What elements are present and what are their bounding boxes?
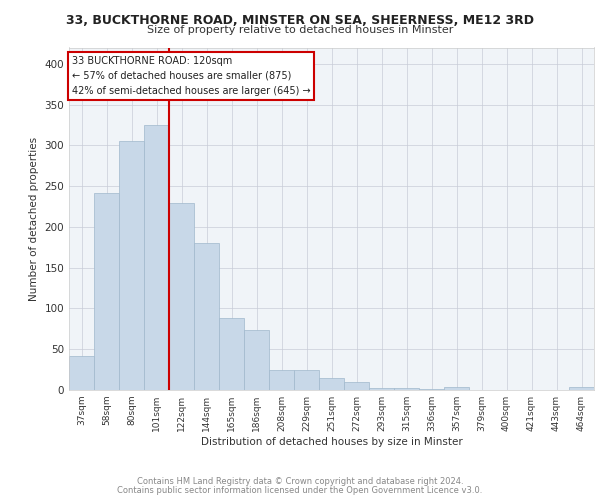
Bar xyxy=(119,142,144,390)
Bar xyxy=(244,330,269,390)
Bar xyxy=(219,318,244,390)
Text: 33, BUCKTHORNE ROAD, MINSTER ON SEA, SHEERNESS, ME12 3RD: 33, BUCKTHORNE ROAD, MINSTER ON SEA, SHE… xyxy=(66,14,534,27)
Bar xyxy=(369,388,394,390)
Bar xyxy=(569,386,594,390)
Text: 33 BUCKTHORNE ROAD: 120sqm
← 57% of detached houses are smaller (875)
42% of sem: 33 BUCKTHORNE ROAD: 120sqm ← 57% of deta… xyxy=(71,56,310,96)
Text: Contains public sector information licensed under the Open Government Licence v3: Contains public sector information licen… xyxy=(118,486,482,495)
Bar xyxy=(419,389,444,390)
Bar xyxy=(94,194,119,390)
Text: Size of property relative to detached houses in Minster: Size of property relative to detached ho… xyxy=(147,25,453,35)
Bar xyxy=(269,370,294,390)
Bar xyxy=(69,356,94,390)
Bar xyxy=(319,378,344,390)
Bar xyxy=(394,388,419,390)
Text: Contains HM Land Registry data © Crown copyright and database right 2024.: Contains HM Land Registry data © Crown c… xyxy=(137,477,463,486)
Bar xyxy=(294,370,319,390)
Bar xyxy=(444,386,469,390)
Bar xyxy=(144,125,169,390)
Y-axis label: Number of detached properties: Number of detached properties xyxy=(29,136,39,301)
Bar xyxy=(194,243,219,390)
Bar xyxy=(169,204,194,390)
X-axis label: Distribution of detached houses by size in Minster: Distribution of detached houses by size … xyxy=(200,437,463,447)
Bar xyxy=(344,382,369,390)
